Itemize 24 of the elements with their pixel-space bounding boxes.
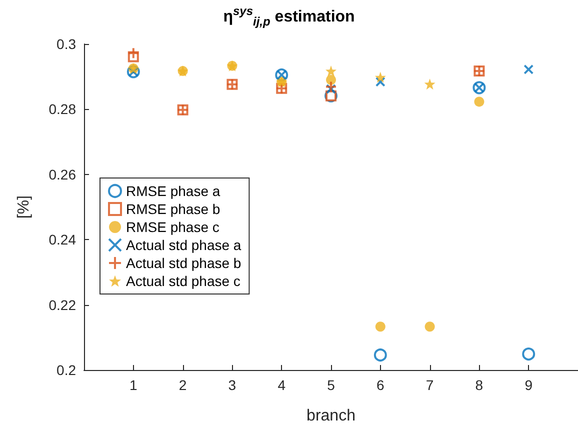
y-tick-label: 0.28 — [48, 101, 76, 118]
y-tick-label: 0.2 — [56, 362, 76, 378]
x-axis-title: branch — [306, 408, 356, 424]
x-tick-label: 4 — [278, 377, 286, 393]
y-tick-label: 0.22 — [48, 296, 76, 313]
x-tick-label: 6 — [376, 377, 384, 393]
y-tick-label: 0.3 — [56, 36, 76, 52]
y-axis-title: [%] — [16, 195, 32, 219]
legend-label: RMSE phase b — [126, 201, 220, 217]
chart-title: η$^{sys}$$_{ij,p}$ estimation — [222, 4, 356, 29]
legend-label: Actual std phase c — [126, 273, 240, 289]
x-tick-label: 9 — [524, 377, 533, 393]
legend-label: Actual std phase a — [126, 237, 242, 253]
x-tick-label: 3 — [228, 377, 236, 393]
y-tick-label: 0.24 — [48, 232, 76, 248]
x-tick-label: 7 — [426, 377, 434, 393]
y-tick-label: 0.26 — [48, 166, 76, 182]
legend-label: RMSE phase a — [126, 183, 220, 199]
x-tick-label: 5 — [327, 377, 336, 393]
x-tick-label: 1 — [130, 377, 138, 393]
legend-label: Actual std phase b — [126, 255, 242, 271]
x-tick-label: 2 — [178, 377, 187, 393]
x-tick-label: 8 — [475, 377, 484, 393]
legend-label: RMSE phase c — [126, 219, 220, 235]
